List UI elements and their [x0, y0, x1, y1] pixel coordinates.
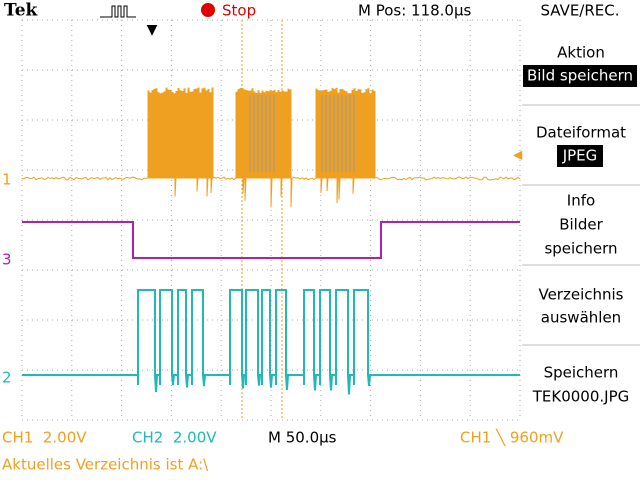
timebase: M 50.0µs	[268, 429, 337, 447]
graticule	[21, 19, 521, 421]
run-status: Stop	[222, 2, 256, 20]
ch1-overlay	[249, 95, 275, 172]
brand: Tek	[4, 1, 39, 21]
selection-highlight	[557, 145, 603, 167]
menu-label[interactable]: auswählen	[541, 309, 621, 327]
menu-label[interactable]: Info	[567, 192, 595, 210]
channel-marker: 3	[2, 251, 12, 269]
menu-label[interactable]: Aktion	[557, 44, 605, 62]
ch2-waveform	[22, 289, 520, 395]
menu-title: SAVE/REC.	[540, 2, 619, 20]
waveforms	[21, 87, 521, 395]
ch2-scale: CH2 2.00V	[132, 429, 217, 447]
menu-value[interactable]: Bild speichern	[527, 67, 633, 85]
trigger-position-marker: ▼	[147, 22, 158, 38]
menu-value[interactable]: JPEG	[562, 147, 598, 165]
channel-marker: 1	[2, 171, 12, 189]
horizontal-position: M Pos: 118.0µs	[358, 2, 472, 20]
side-menu: Aktion Bild speichern Dateiformat JPEG I…	[522, 44, 640, 406]
trigger-readout: CH1 ╲ 960mV	[460, 429, 564, 447]
menu-label[interactable]: Speichern	[544, 364, 619, 382]
ch1-waveform	[21, 87, 521, 208]
menu-label[interactable]: Dateiformat	[536, 124, 626, 142]
channel-marker: 2	[2, 369, 12, 387]
ch1-overlay	[321, 95, 355, 172]
menu-label[interactable]: Bilder	[559, 216, 603, 234]
ch1-scale: CH1 2.00V	[2, 429, 87, 447]
ch3-waveform	[22, 221, 520, 259]
selection-highlight	[523, 65, 637, 87]
trigger-level-marker: ◀	[513, 148, 523, 162]
menu-label[interactable]: speichern	[544, 240, 617, 258]
menu-label[interactable]: TEK0000.JPG	[532, 388, 630, 406]
status-message: Aktuelles Verzeichnis ist A:\	[2, 456, 209, 474]
stop-icon	[201, 3, 215, 17]
menu-label[interactable]: Verzeichnis	[538, 286, 623, 304]
acq-icon	[100, 5, 136, 18]
